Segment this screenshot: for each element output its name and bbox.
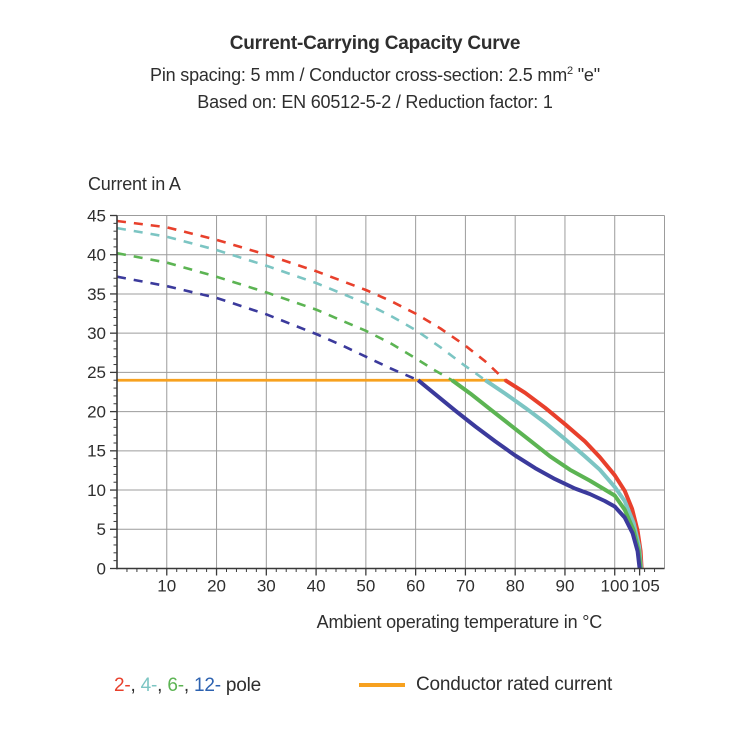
y-tick-label-0: 0 [97, 559, 106, 578]
series-4-pole-dashed [116, 226, 487, 382]
x-tick-label-30: 30 [257, 577, 276, 596]
title-block: Current-Carrying Capacity Curve Pin spac… [0, 33, 750, 116]
chart-title: Current-Carrying Capacity Curve [229, 33, 521, 54]
x-tick-label-80: 80 [506, 577, 525, 596]
series-6-pole-dashed [116, 251, 453, 382]
x-tick-label-40: 40 [307, 577, 326, 596]
x-tick-label-90: 90 [555, 577, 574, 596]
chart-subtitle-specs: Pin spacing: 5 mm / Conductor cross-sect… [0, 62, 750, 89]
y-tick-label-15: 15 [87, 442, 106, 461]
x-tick-label-105: 105 [631, 577, 659, 596]
x-tick-label-10: 10 [157, 577, 176, 596]
x-tick-label-70: 70 [456, 577, 475, 596]
y-tick-label-5: 5 [97, 520, 106, 539]
y-tick-label-30: 30 [87, 324, 106, 343]
x-tick-label-60: 60 [406, 577, 425, 596]
x-tick-label-20: 20 [207, 577, 226, 596]
series-6-pole [450, 378, 643, 569]
legend-6-pole: 6- [167, 675, 184, 696]
y-tick-label-35: 35 [87, 285, 106, 304]
subtitle-specs-text: Pin spacing: 5 mm / Conductor cross-sect… [150, 65, 568, 85]
series-12-pole-dashed [116, 275, 419, 382]
legend-rated-current: Conductor rated current [359, 671, 612, 699]
chart-subtitle-standard: Based on: EN 60512-5-2 / Reduction facto… [197, 92, 553, 112]
x-tick-label-100: 100 [601, 577, 629, 596]
legend-poles: 2-, 4-, 6-, 12- pole [114, 675, 261, 697]
rated-current-swatch [359, 683, 405, 687]
series-4-pole [484, 378, 644, 569]
legend-separator: , [183, 675, 195, 696]
legend-separator: , [157, 675, 168, 696]
subtitle-specs-superscript: 2 [567, 65, 573, 77]
series-12-pole [416, 378, 642, 569]
legend-pole-suffix: pole [225, 675, 262, 696]
y-tick-label-20: 20 [87, 402, 106, 421]
x-axis-title: Ambient operating temperature in °C [316, 612, 603, 632]
legend-4-pole: 4- [140, 675, 158, 696]
subtitle-specs-tail: "e" [572, 65, 600, 85]
y-tick-label-10: 10 [87, 481, 106, 500]
y-axis-title: Current in A [88, 174, 181, 194]
series-2-pole-dashed [116, 219, 507, 382]
y-tick-label-45: 45 [87, 206, 106, 225]
y-tick-label-40: 40 [87, 246, 106, 265]
rated-current-label: Conductor rated current [416, 674, 613, 695]
y-tick-label-25: 25 [87, 363, 106, 382]
x-tick-label-50: 50 [356, 577, 375, 596]
legend-12-pole: 12- [194, 675, 221, 696]
legend-separator: , [130, 675, 141, 696]
legend-2-pole: 2- [114, 675, 131, 696]
